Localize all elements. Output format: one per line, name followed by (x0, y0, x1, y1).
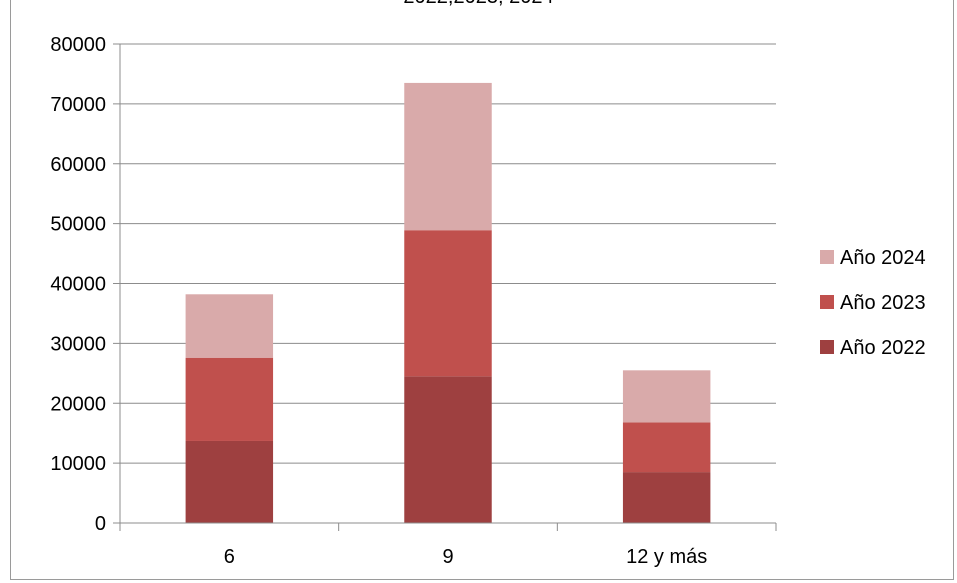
legend-swatch (820, 340, 834, 354)
y-tick-label: 80000 (50, 34, 106, 56)
y-tick-label: 0 (95, 513, 106, 535)
y-tick-label: 70000 (50, 94, 106, 116)
chart-frame (10, 0, 954, 580)
bar-segment (622, 422, 711, 473)
bar-segment (622, 370, 711, 423)
y-tick-label: 50000 (50, 214, 106, 236)
y-tick-label: 10000 (50, 453, 106, 475)
y-tick-label: 20000 (50, 393, 106, 415)
legend-label: Año 2022 (840, 337, 926, 359)
y-tick-label: 40000 (50, 274, 106, 296)
legend-label: Año 2024 (840, 247, 926, 269)
bar-segment (622, 472, 711, 523)
bar-segment (185, 294, 274, 358)
legend: Año 2024 Año 2023 Año 2022 (820, 247, 926, 359)
x-tick-label: 9 (442, 546, 453, 568)
y-tick-label: 60000 (50, 154, 106, 176)
bar-segment (404, 82, 492, 231)
bar-segment (404, 230, 492, 377)
legend-swatch (820, 250, 834, 264)
bar-segment (185, 440, 274, 523)
axes: 0 10000 20000 30000 40000 50000 60000 70000 8000… (50, 34, 777, 568)
bar-segment (185, 357, 274, 441)
bar-segment (404, 376, 492, 523)
y-tick-label: 30000 (50, 333, 106, 355)
x-tick-label: 6 (224, 546, 235, 568)
legend-label: Año 2023 (840, 292, 926, 314)
chart-title: 2022,2023, 2024 (0, 0, 957, 9)
x-tick-label: 12 y más (626, 546, 707, 568)
legend-swatch (820, 295, 834, 309)
bars (185, 82, 711, 523)
